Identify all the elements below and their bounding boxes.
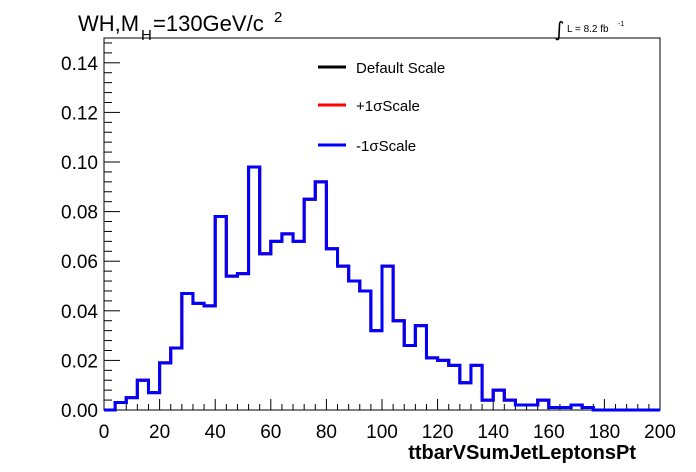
y-tick-label: 0.14 xyxy=(61,54,98,75)
y-tick-label: 0.02 xyxy=(61,351,98,372)
x-tick-label: 0 xyxy=(99,422,110,443)
x-tick-label: 160 xyxy=(533,422,565,443)
legend-label-default: Default Scale xyxy=(356,60,445,77)
x-tick-label: 140 xyxy=(477,422,509,443)
integral-symbol: ∫ xyxy=(554,17,564,41)
luminosity-superscript: -1 xyxy=(618,21,624,28)
histogram-line-2 xyxy=(104,165,660,412)
y-tick-label: 0.10 xyxy=(61,153,98,174)
y-tick-label: 0.04 xyxy=(61,302,98,323)
y-tick-label: 0.12 xyxy=(61,103,98,124)
y-tick-label: 0.00 xyxy=(61,401,98,422)
x-tick-label: 60 xyxy=(260,422,281,443)
x-axis-label: ttbarVSumJetLeptonsPt xyxy=(408,442,636,464)
plot-frame xyxy=(103,37,661,411)
chart-title: WH,M H =130GeV/c 2 xyxy=(78,9,282,44)
histogram-series xyxy=(104,165,660,412)
x-tick-label: 100 xyxy=(366,422,398,443)
title-subscript: H xyxy=(141,27,152,44)
x-tick-label: 180 xyxy=(589,422,621,443)
title-rest: =130GeV/c xyxy=(153,11,264,36)
legend-label-plus1sigma: +1σScale xyxy=(356,98,420,115)
title-main: WH,M xyxy=(78,11,139,36)
x-tick-label: 80 xyxy=(316,422,337,443)
luminosity-label: ∫ L = 8.2 fb -1 xyxy=(554,17,624,41)
y-tick-label: 0.08 xyxy=(61,203,98,224)
luminosity-text: L = 8.2 fb xyxy=(567,24,609,35)
y-tick-labels: 0.00 0.02 0.04 0.06 0.08 0.10 0.12 0.14 xyxy=(61,54,98,422)
x-tick-label: 20 xyxy=(149,422,170,443)
x-tick-labels: 0 20 40 60 80 100 120 140 160 180 200 xyxy=(99,422,676,443)
legend-label-minus1sigma: -1σScale xyxy=(356,138,416,155)
x-tick-label: 120 xyxy=(422,422,454,443)
title-superscript: 2 xyxy=(274,9,282,26)
legend: Default Scale +1σScale -1σScale xyxy=(318,60,445,155)
y-tick-label: 0.06 xyxy=(61,252,98,273)
x-tick-label: 200 xyxy=(644,422,676,443)
x-tick-label: 40 xyxy=(205,422,226,443)
